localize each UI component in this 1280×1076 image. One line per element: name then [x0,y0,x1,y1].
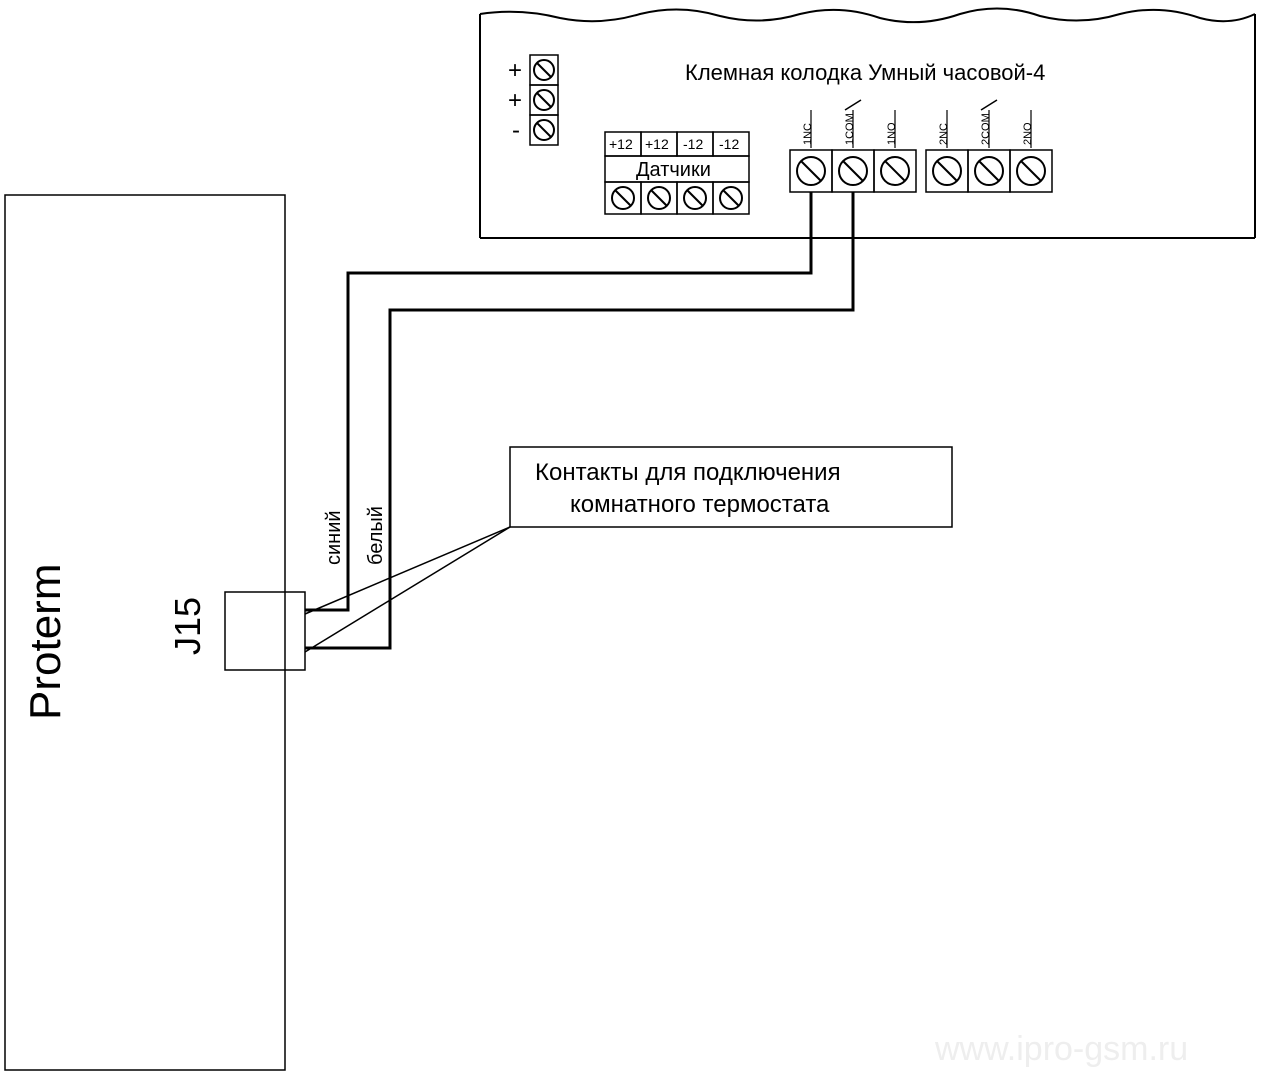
watermark-text: www.ipro-gsm.ru [934,1030,1188,1068]
relay-lbl-4: 2COM [980,113,992,145]
relay-lbl-5: 2NO [1022,122,1034,145]
pwr-lbl-1: + [508,87,522,114]
sens-lbl-3: -12 [719,136,739,152]
sens-lbl-2: -12 [683,136,703,152]
pwr-lbl-2: - [512,117,520,144]
boiler-label: Proterm [21,564,70,720]
top-block-title: Клемная колодка Умный часовой-4 [685,60,1045,85]
contact-line1: Контакты для подключения [535,459,841,486]
sens-lbl-0: +12 [609,136,633,152]
pwr-lbl-0: + [508,57,522,84]
sens-mid-label: Датчики [636,159,711,181]
relay-lbl-3: 2NC [938,123,950,145]
wire-white-label: белый [365,506,387,565]
relay-terminal-block: 1NC 1COM 1NO 2NC 2COM 2NO [790,100,1052,192]
j15-connector-rect [225,592,305,670]
power-terminal-block: + + - [508,55,558,145]
relay-lbl-0: 1NC [802,123,814,145]
wire-blue-label: синий [323,510,345,565]
relay-lbl-1: 1COM [844,113,856,145]
sens-lbl-1: +12 [645,136,669,152]
contact-line2: комнатного термостата [570,491,830,518]
j15-label: J15 [167,597,208,655]
sensor-terminal-block: +12 +12 -12 -12 Датчики [605,132,749,214]
torn-edge [480,8,1255,22]
relay-lbl-2: 1NO [886,122,898,145]
wiring-diagram: www.ipro-gsm.ru Proterm J15 Клемная коло… [0,0,1280,1076]
